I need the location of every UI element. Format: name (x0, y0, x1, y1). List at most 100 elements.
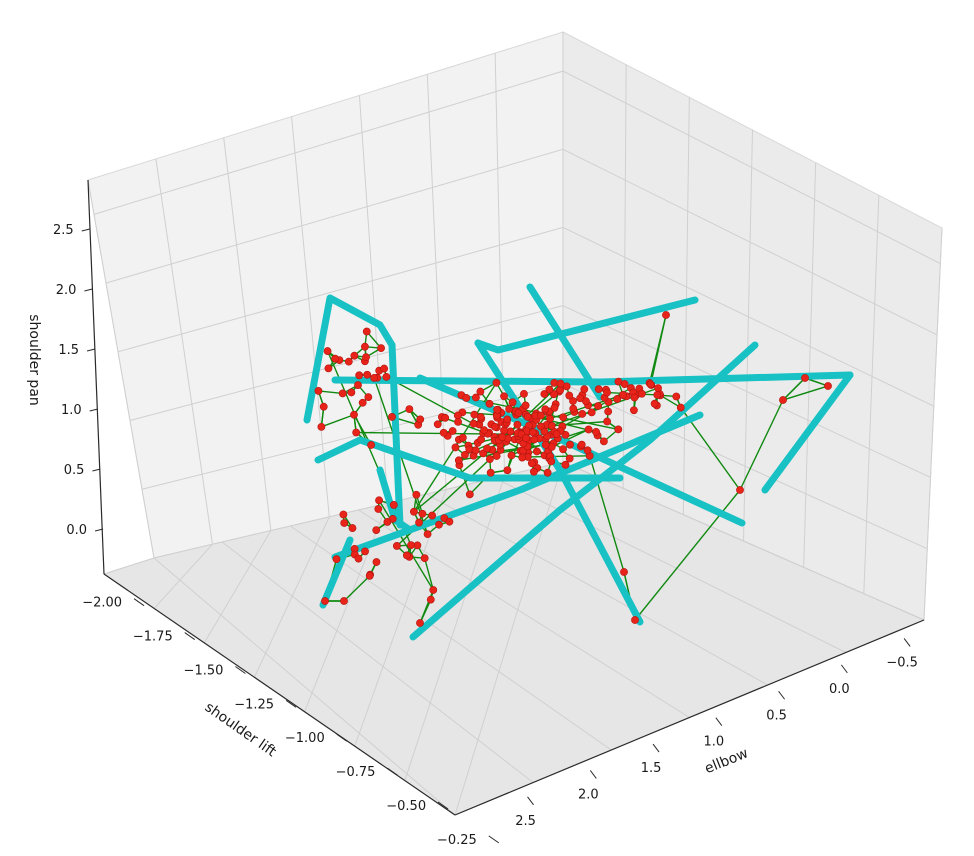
graph-node (415, 518, 423, 527)
x-tick (184, 632, 196, 641)
grid-line (291, 116, 330, 517)
graph-node (418, 509, 427, 518)
graph-node (541, 405, 550, 414)
graph-node (592, 427, 600, 436)
grid-line (358, 95, 389, 504)
graph-node (471, 446, 480, 455)
graph-node (476, 387, 485, 396)
graph-node (331, 354, 340, 363)
graph-node (465, 445, 474, 454)
graph-node (469, 419, 478, 428)
graph-node (389, 501, 398, 509)
y-tick-label: 1.5 (641, 761, 662, 776)
graph-edge (343, 575, 371, 602)
x-tick (437, 801, 449, 810)
graph-node (530, 435, 539, 444)
graph-node (453, 411, 462, 420)
graph-node (461, 450, 469, 459)
graph-node (358, 398, 367, 407)
graph-node (578, 410, 587, 418)
trajectory-segment (314, 436, 624, 482)
graph-node (561, 460, 570, 469)
graph-node (662, 311, 670, 319)
x-tick-label: −1.00 (285, 731, 325, 746)
y-tick-label: 2.0 (578, 787, 599, 802)
graph-node (577, 440, 586, 449)
tick-labels: 0.0 0.5 1.0 1.5 2.0 2.5 −2.00 −1.75 −1.50 −1.25 −1… (53, 223, 918, 848)
graph-node (340, 597, 348, 605)
trajectory-segment (474, 296, 699, 354)
x-tick (387, 767, 398, 776)
y-tick-label: 2.5 (515, 814, 536, 829)
grid-line (562, 461, 925, 621)
x-tick-label: −0.25 (437, 833, 477, 848)
trajectory-segment (303, 294, 396, 424)
graph-node (584, 425, 593, 434)
graph-node (736, 486, 744, 494)
graph-node (377, 344, 385, 353)
graph-node (540, 390, 549, 398)
graph-node (547, 457, 556, 466)
graph-node (348, 524, 357, 532)
graph-node (361, 342, 369, 351)
graph-node (416, 415, 425, 424)
graph-node (340, 519, 349, 527)
graph-edge (782, 385, 829, 401)
graph-node (619, 391, 627, 399)
graph-edge (659, 394, 682, 409)
graph-node (521, 401, 530, 410)
graph-node (552, 430, 561, 438)
graph-node (594, 402, 603, 410)
graph-node (523, 412, 532, 421)
graph-node (458, 433, 467, 442)
graph-node (410, 507, 418, 516)
graph-node (314, 387, 323, 395)
z-tick-label: 0.0 (66, 523, 87, 538)
graph-node (375, 496, 383, 505)
graph-node (520, 389, 528, 398)
graph-node (429, 586, 438, 594)
z-axis-line (87, 179, 105, 575)
x-tick-label: −0.50 (386, 799, 426, 814)
graph-edge (419, 589, 434, 624)
z-tick (84, 288, 93, 292)
graph-node (603, 417, 612, 426)
graph-node (423, 530, 432, 539)
graph-node (594, 385, 603, 394)
graph-node (631, 616, 639, 624)
graph-node (317, 422, 326, 431)
trajectory-segment (331, 371, 854, 386)
graph-node (352, 428, 361, 437)
graph-node (339, 510, 348, 519)
graph-node (549, 390, 558, 399)
graph-node (428, 511, 437, 520)
graph-node (506, 427, 515, 436)
grid-line (153, 557, 456, 816)
trajectory-segment (761, 371, 854, 494)
graph-node (480, 426, 488, 435)
z-tick-label: 1.5 (58, 343, 79, 358)
grid-line (404, 475, 506, 781)
graph-node (490, 422, 499, 431)
graph-node (654, 384, 662, 393)
graph-node (543, 468, 552, 477)
graph-node (344, 357, 353, 366)
graph-node (361, 547, 369, 556)
graph-node (529, 467, 538, 476)
graph-node (613, 395, 622, 403)
graph-node (599, 437, 608, 446)
graph-node (439, 428, 448, 437)
graph-node (420, 554, 429, 563)
graph-node (603, 388, 611, 397)
graph-node (604, 407, 613, 416)
grid-line (494, 477, 847, 653)
graph-node (372, 558, 381, 566)
z-tick-label: 0.5 (64, 463, 85, 478)
graph-node (412, 490, 421, 499)
graph-node (620, 380, 629, 388)
graph-node (319, 402, 328, 411)
graph-node (445, 517, 454, 526)
graph-node (347, 388, 356, 397)
grid-line (923, 227, 943, 621)
graph-edge (321, 414, 355, 428)
